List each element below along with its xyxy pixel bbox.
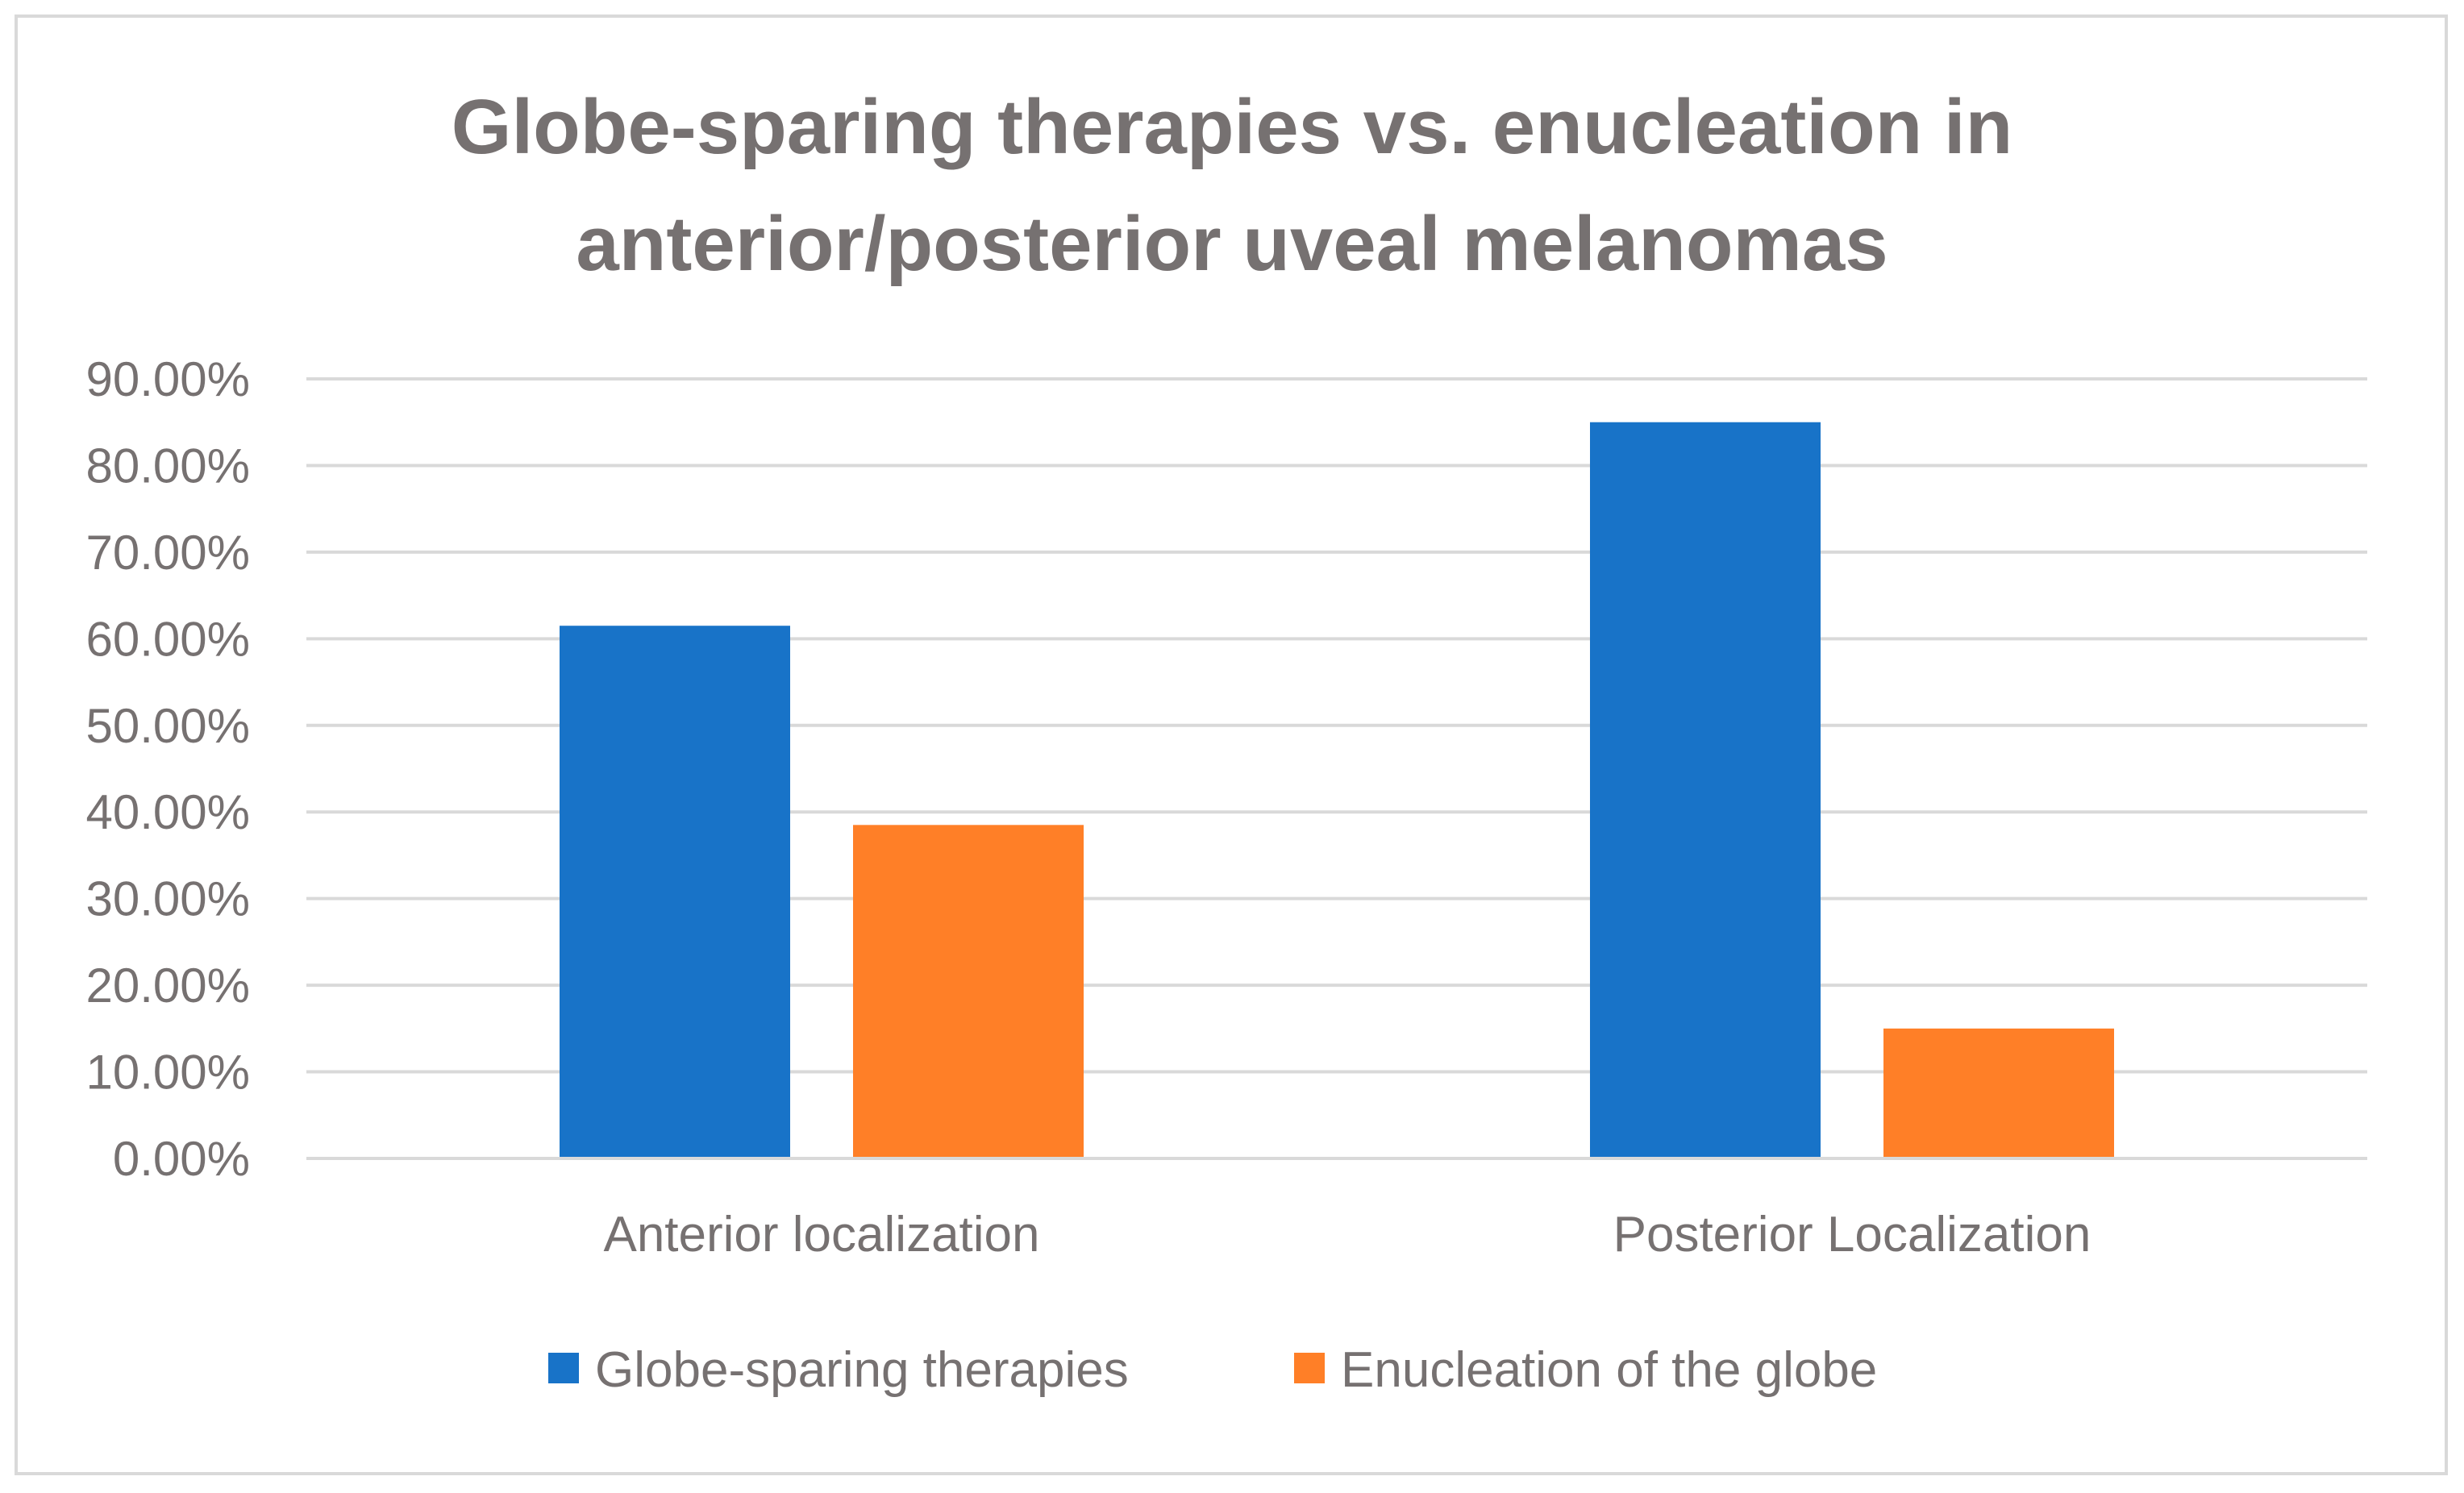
y-tick-label-4: 40.00% bbox=[86, 785, 251, 839]
chart-title-line-1: Globe-sparing therapies vs. enucleation … bbox=[452, 84, 2012, 170]
category-label-1: Posterior Localization bbox=[1613, 1207, 2091, 1262]
category-label-0: Anterior localization bbox=[603, 1207, 1039, 1262]
y-tick-label-1: 10.00% bbox=[86, 1046, 251, 1100]
bar-posterior-enucleation bbox=[1883, 1028, 2114, 1158]
chart-title-line-2: anterior/posterior uveal melanomas bbox=[576, 201, 1888, 287]
y-axis-tick-labels: 0.00% 10.00% 20.00% 30.00% 40.00% 50.00% 60.00… bbox=[86, 352, 251, 1186]
legend-label-1: Enucleation of the globe bbox=[1341, 1342, 1877, 1398]
y-tick-label-7: 70.00% bbox=[86, 526, 251, 580]
y-tick-label-3: 30.00% bbox=[86, 872, 251, 926]
chart-title: Globe-sparing therapies vs. enucleation … bbox=[452, 84, 2012, 287]
legend-swatch-0 bbox=[548, 1353, 579, 1383]
y-tick-label-5: 50.00% bbox=[86, 699, 251, 753]
legend-swatch-1 bbox=[1294, 1353, 1325, 1383]
bar-anterior-globe-sparing bbox=[560, 626, 790, 1158]
x-axis-category-labels: Anterior localization Posterior Localizat… bbox=[603, 1207, 2091, 1262]
bars bbox=[306, 422, 2367, 1160]
legend: Globe-sparing therapies Enucleation of th… bbox=[548, 1342, 1877, 1398]
bar-anterior-enucleation bbox=[853, 825, 1084, 1158]
y-tick-label-8: 80.00% bbox=[86, 439, 251, 493]
y-tick-label-0: 0.00% bbox=[113, 1132, 250, 1186]
y-tick-label-2: 20.00% bbox=[86, 959, 251, 1013]
y-tick-label-6: 60.00% bbox=[86, 612, 251, 666]
chart-frame bbox=[15, 15, 2448, 1475]
bar-posterior-globe-sparing bbox=[1590, 422, 1821, 1158]
legend-label-0: Globe-sparing therapies bbox=[595, 1342, 1129, 1398]
y-tick-label-9: 90.00% bbox=[86, 352, 251, 406]
